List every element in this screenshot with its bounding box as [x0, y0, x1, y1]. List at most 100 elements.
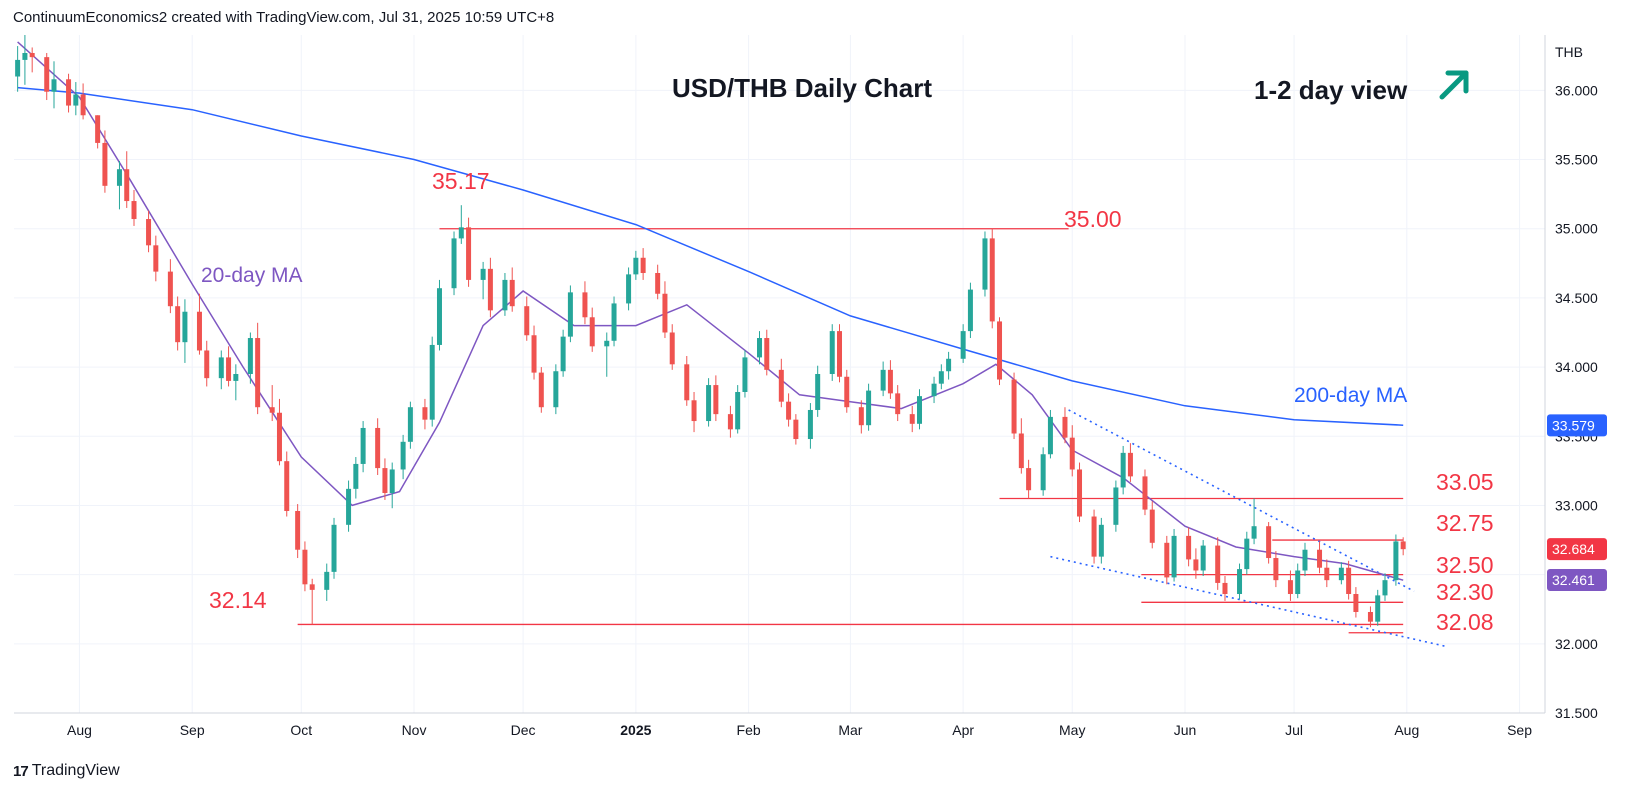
candle-body: [989, 238, 995, 322]
candle-down: [255, 322, 261, 415]
candle-body: [1244, 538, 1250, 570]
candle-up: [967, 282, 973, 339]
candle-body: [1302, 549, 1308, 571]
candle-body: [917, 396, 923, 424]
candle-up: [502, 272, 508, 316]
candle-down: [786, 393, 792, 427]
candle-body: [480, 268, 486, 280]
candle-body: [793, 419, 799, 440]
candle-body: [662, 293, 668, 333]
candle-body: [1346, 567, 1352, 595]
candle-down: [1026, 459, 1032, 499]
candle-down: [1062, 407, 1068, 444]
candle-down: [713, 375, 719, 422]
candle-body: [604, 340, 610, 347]
candle-down: [1353, 587, 1359, 618]
candle-body: [1222, 582, 1228, 595]
price-badge: [1547, 569, 1607, 592]
candle-down: [284, 451, 290, 517]
candle-down: [684, 356, 690, 406]
candle-up: [633, 250, 639, 280]
candle-body: [458, 227, 464, 239]
candle-body: [1120, 452, 1126, 488]
candle-body: [218, 357, 224, 379]
candle-down: [538, 367, 544, 413]
candle-down: [66, 73, 72, 113]
candle-body: [196, 311, 202, 351]
candle-body: [1127, 452, 1133, 477]
candle-down: [295, 504, 301, 559]
candle-body: [582, 292, 588, 318]
candle-down: [1011, 372, 1017, 440]
tradingview-branding[interactable]: 17 TradingView: [13, 762, 120, 780]
candle-body: [255, 338, 261, 408]
candle-down: [1149, 501, 1155, 549]
candle-down: [1077, 462, 1083, 523]
candles-layer: [15, 35, 1406, 628]
candle-up: [960, 324, 966, 363]
candle-body: [735, 391, 741, 430]
annotation-label: 20-day MA: [201, 264, 303, 287]
candle-body: [487, 268, 493, 311]
candle-down: [509, 267, 515, 312]
candle-body: [524, 306, 530, 336]
candle-body: [982, 238, 988, 290]
candle-body: [684, 364, 690, 401]
candle-down: [1400, 537, 1406, 556]
x-tick-label: Aug: [1394, 722, 1419, 738]
candle-body: [15, 59, 21, 77]
candle-up: [866, 383, 872, 431]
annotation-label: 32.30: [1436, 579, 1494, 605]
candle-up: [611, 296, 617, 347]
ma200-line: [17, 86, 1404, 426]
candle-down: [778, 358, 784, 408]
candle-body: [1186, 535, 1192, 560]
candle-body: [1018, 433, 1024, 469]
x-tick-label: Jul: [1285, 722, 1303, 738]
candle-body: [116, 169, 122, 186]
candle-body: [1317, 549, 1323, 568]
candle-down: [764, 329, 770, 376]
candle-body: [1251, 526, 1257, 539]
x-tick-label: Apr: [952, 722, 974, 738]
candle-down: [640, 248, 646, 280]
candle-body: [346, 488, 352, 525]
candle-down: [887, 360, 893, 399]
candle-body: [560, 336, 566, 372]
candle-down: [375, 418, 381, 476]
candle-down: [895, 385, 901, 422]
time-axis[interactable]: Aug Sep Oct Nov Dec 2025 Feb Mar Apr May Jun Jul Aug…: [67, 722, 1532, 738]
trend-line: [1068, 409, 1415, 592]
candle-up: [324, 563, 330, 601]
candle-body: [895, 393, 901, 415]
currency-label: THB: [1555, 44, 1583, 60]
candle-down: [466, 217, 472, 287]
annotation-label: 32.14: [209, 587, 267, 613]
candle-body: [1338, 567, 1344, 581]
candle-down: [909, 405, 915, 433]
candle-down: [153, 235, 159, 282]
candle-body: [640, 257, 646, 273]
candle-down: [175, 296, 181, 351]
candle-body: [502, 279, 508, 311]
candle-up: [626, 267, 632, 311]
candle-up: [22, 35, 28, 85]
candle-down: [837, 324, 843, 383]
candle-body: [931, 383, 937, 397]
candle-down: [29, 47, 35, 73]
candle-body: [1026, 468, 1032, 491]
candle-body: [669, 332, 675, 365]
candle-up: [480, 261, 486, 300]
candle-down: [302, 541, 308, 592]
candle-body: [1393, 541, 1399, 581]
price-badge: [1547, 538, 1607, 561]
candle-up: [982, 231, 988, 297]
candle-down: [989, 228, 995, 329]
candle-body: [1077, 469, 1083, 517]
tradingview-label: TradingView: [31, 762, 120, 779]
price-badge-label: 33.579: [1552, 417, 1595, 433]
candle-body: [331, 524, 337, 572]
candle-body: [44, 57, 50, 92]
candle-body: [324, 571, 330, 590]
